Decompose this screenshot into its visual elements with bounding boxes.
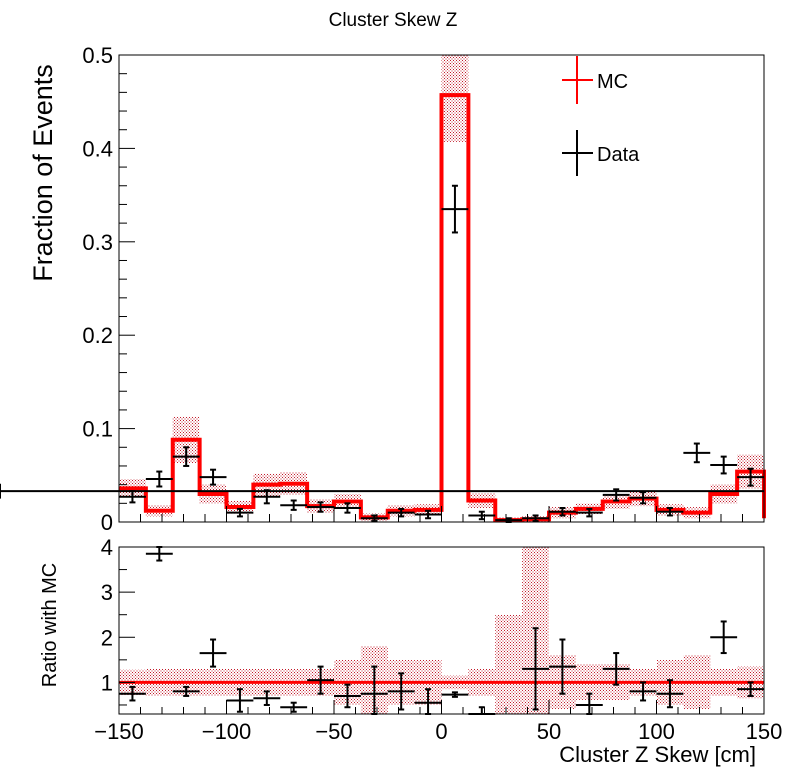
ratio-point-19 bbox=[629, 681, 657, 702]
ratio-panel: 1 2 3 4 −150 −100 −50 0 50 100 150 Ratio with MC C… bbox=[39, 535, 782, 767]
x-tick-label-2: −50 bbox=[315, 719, 352, 744]
data-point-8 bbox=[334, 502, 361, 514]
mc-step-line bbox=[119, 93, 766, 523]
ratio-ytick-label-1: 2 bbox=[101, 625, 113, 650]
ratio-point-15 bbox=[522, 627, 549, 711]
main-ytick-label-0: 0 bbox=[101, 510, 113, 535]
data-point-20 bbox=[656, 506, 684, 517]
x-axis-label: Cluster Z Skew [cm] bbox=[559, 742, 756, 767]
main-ytick-label-2: 0.2 bbox=[82, 323, 113, 348]
data-point-24 bbox=[0, 483, 764, 499]
data-point-10 bbox=[387, 507, 415, 518]
data-point-16 bbox=[549, 506, 576, 517]
data-points bbox=[0, 184, 764, 523]
ratio-ytick-label-0: 1 bbox=[101, 670, 113, 695]
ratio-point-6 bbox=[280, 701, 308, 713]
data-point-7 bbox=[307, 501, 334, 513]
mc-histogram bbox=[119, 93, 766, 523]
ratio-y-axis-label: Ratio with MC bbox=[39, 563, 61, 687]
ratio-ytick-label-2: 3 bbox=[101, 580, 113, 605]
ratio-point-8 bbox=[334, 683, 361, 709]
data-point-12 bbox=[441, 184, 469, 234]
data-point-17 bbox=[575, 507, 603, 518]
ratio-point-13 bbox=[468, 706, 496, 715]
ratio-point-12 bbox=[441, 691, 469, 698]
ratio-point-4 bbox=[226, 688, 254, 713]
x-tick-label-0: −150 bbox=[94, 719, 144, 744]
data-point-2 bbox=[172, 446, 200, 467]
data-point-6 bbox=[280, 499, 308, 511]
x-tick-label-5: 100 bbox=[638, 719, 675, 744]
main-ytick-label-4: 0.4 bbox=[82, 136, 113, 161]
ratio-point-20 bbox=[656, 679, 684, 709]
x-tick-label-1: −100 bbox=[202, 719, 252, 744]
data-point-15 bbox=[522, 514, 549, 523]
legend-entry-mc: MC bbox=[562, 56, 628, 104]
chart-title: Cluster Skew Z bbox=[329, 10, 458, 31]
ratio-point-7 bbox=[307, 665, 334, 695]
ratio-point-22 bbox=[710, 620, 738, 655]
data-point-1 bbox=[145, 470, 173, 488]
main-ytick-label-5: 0.5 bbox=[82, 43, 113, 68]
ratio-point-16 bbox=[549, 638, 576, 695]
data-point-22 bbox=[710, 455, 738, 475]
main-y-axis-label: Fraction of Events bbox=[28, 64, 58, 282]
ratio-axis-ticks: 1 2 3 4 −150 −100 −50 0 50 100 150 bbox=[94, 535, 782, 744]
data-point-3 bbox=[199, 468, 227, 486]
data-point-11 bbox=[414, 509, 442, 520]
legend-label-data: Data bbox=[597, 144, 640, 166]
ratio-point-3 bbox=[199, 638, 227, 668]
data-point-23 bbox=[737, 467, 764, 487]
x-tick-label-3: 0 bbox=[435, 719, 447, 744]
data-point-4 bbox=[226, 507, 254, 518]
ratio-point-18 bbox=[602, 652, 630, 686]
ratio-point-5 bbox=[253, 690, 281, 706]
ratio-points bbox=[119, 546, 764, 715]
data-point-21 bbox=[683, 442, 711, 464]
main-panel: 0 0.1 0.2 0.3 0.4 0.5 Fraction of Events bbox=[0, 43, 766, 535]
mc-band-12 bbox=[441, 55, 469, 142]
data-point-13 bbox=[468, 510, 496, 521]
ratio-point-1 bbox=[145, 546, 173, 562]
main-ytick-label-3: 0.3 bbox=[82, 230, 113, 255]
legend-entry-data: Data bbox=[562, 130, 640, 176]
ratio-point-10 bbox=[387, 672, 415, 711]
ratio-ytick-label-3: 4 bbox=[101, 535, 113, 560]
ratio-point-2 bbox=[172, 685, 200, 697]
ratio-band-14 bbox=[495, 614, 523, 714]
legend: MC Data bbox=[562, 56, 640, 176]
main-axis-ticks: 0 0.1 0.2 0.3 0.4 0.5 bbox=[82, 43, 765, 535]
legend-label-mc: MC bbox=[597, 71, 628, 93]
ratio-point-0 bbox=[119, 685, 146, 702]
x-tick-label-4: 50 bbox=[537, 719, 561, 744]
x-tick-label-6: 150 bbox=[746, 719, 783, 744]
main-ytick-label-1: 0.1 bbox=[82, 417, 113, 442]
data-point-9 bbox=[360, 514, 388, 523]
ratio-error-bands bbox=[119, 547, 764, 714]
ratio-point-23 bbox=[737, 681, 764, 697]
